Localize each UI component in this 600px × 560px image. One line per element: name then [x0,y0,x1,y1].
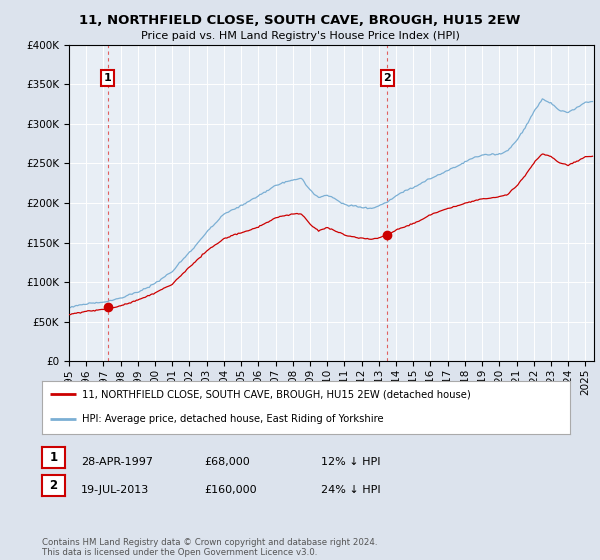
Text: 28-APR-1997: 28-APR-1997 [81,457,153,467]
Text: 1: 1 [104,73,112,83]
Text: £160,000: £160,000 [204,485,257,495]
Text: 11, NORTHFIELD CLOSE, SOUTH CAVE, BROUGH, HU15 2EW (detached house): 11, NORTHFIELD CLOSE, SOUTH CAVE, BROUGH… [82,389,470,399]
Text: 1: 1 [49,451,58,464]
Text: Price paid vs. HM Land Registry's House Price Index (HPI): Price paid vs. HM Land Registry's House … [140,31,460,41]
Text: 24% ↓ HPI: 24% ↓ HPI [321,485,380,495]
Text: £68,000: £68,000 [204,457,250,467]
Text: 19-JUL-2013: 19-JUL-2013 [81,485,149,495]
Text: 2: 2 [383,73,391,83]
Text: HPI: Average price, detached house, East Riding of Yorkshire: HPI: Average price, detached house, East… [82,414,383,424]
Text: 2: 2 [49,479,58,492]
Text: 12% ↓ HPI: 12% ↓ HPI [321,457,380,467]
Text: 11, NORTHFIELD CLOSE, SOUTH CAVE, BROUGH, HU15 2EW: 11, NORTHFIELD CLOSE, SOUTH CAVE, BROUGH… [79,14,521,27]
Text: Contains HM Land Registry data © Crown copyright and database right 2024.
This d: Contains HM Land Registry data © Crown c… [42,538,377,557]
